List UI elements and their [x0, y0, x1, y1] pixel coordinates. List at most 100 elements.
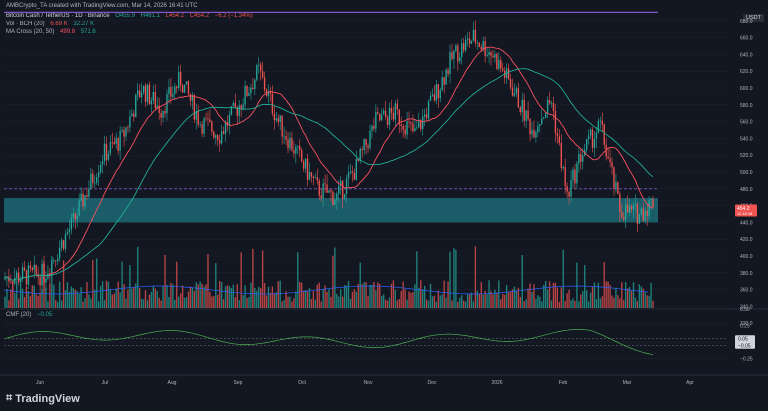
volume-bar — [92, 259, 94, 308]
volume-bar — [463, 300, 465, 308]
volume-bar — [220, 281, 223, 308]
volume-bar — [472, 301, 475, 308]
candle-body — [31, 267, 33, 270]
candle-body — [195, 111, 197, 120]
candle-body — [599, 120, 602, 122]
volume-bar — [23, 297, 26, 308]
candle-body — [609, 158, 611, 163]
candle-body — [455, 45, 457, 51]
volume-bar — [502, 293, 504, 308]
price-tick-label: 440.0 — [740, 220, 753, 226]
volume-bar — [16, 280, 18, 308]
cmf-marker-box — [735, 335, 755, 343]
candle-body — [379, 113, 381, 121]
cmf-tick-label: −0.25 — [740, 357, 753, 363]
volume-bar — [246, 298, 248, 308]
volume-bar — [273, 293, 276, 308]
volume-bar — [609, 284, 611, 308]
candle-body — [531, 130, 533, 135]
candle-body — [431, 94, 434, 96]
volume-legend[interactable]: Vol · BCH (20) 6.69 K 32.27 K — [6, 21, 98, 27]
candle-body — [242, 104, 244, 109]
candle-body — [263, 77, 266, 90]
volume-bar — [224, 286, 227, 308]
price-tick-label: 520.0 — [740, 153, 753, 159]
price-tick-label: 500.0 — [740, 170, 753, 176]
volume-bar — [539, 296, 541, 308]
candle-body — [56, 258, 59, 261]
volume-bar — [605, 281, 607, 308]
candle-body — [92, 173, 94, 184]
volume-bar — [207, 253, 209, 308]
cmf-legend[interactable]: CMF (20) −0.05 — [6, 312, 56, 318]
candle-body — [574, 169, 576, 184]
volume-bar — [127, 289, 129, 308]
ma-cross-label: MA Cross (20, 50) — [6, 29, 55, 35]
candle-body — [119, 130, 121, 151]
volume-bar — [507, 292, 510, 308]
volume-bar — [336, 293, 338, 308]
candle-body — [219, 140, 221, 144]
volume-bar — [232, 284, 235, 308]
volume-bar — [630, 290, 633, 308]
volume-bar — [556, 287, 559, 308]
volume-bar — [613, 297, 615, 308]
candle-body — [482, 41, 484, 50]
candle-body — [412, 123, 414, 132]
volume-bar — [601, 296, 603, 308]
volume-bar — [164, 254, 166, 308]
candle-body — [330, 190, 332, 192]
candle-body — [560, 143, 562, 169]
candle-body — [41, 263, 43, 286]
volume-bar — [125, 298, 127, 308]
candle-body — [525, 110, 527, 121]
volume-bar — [312, 291, 315, 308]
volume-bar — [480, 282, 482, 308]
candle-body — [308, 172, 311, 180]
candle-body — [650, 198, 652, 201]
candle-body — [488, 52, 490, 55]
candle-body — [19, 279, 22, 282]
volume-bar — [105, 280, 108, 308]
candle-body — [277, 118, 279, 122]
candle-body — [441, 77, 443, 91]
volume-bar — [275, 292, 277, 308]
symbol-line[interactable]: Bitcoin Cash / TetherUS · 1D · Binance O… — [6, 13, 257, 19]
volume-bar — [203, 286, 205, 308]
candle-body — [170, 87, 172, 97]
candle-body — [162, 110, 164, 118]
candle-body — [246, 85, 248, 96]
volume-bar — [562, 249, 564, 308]
candle-body — [113, 142, 115, 144]
volume-bar — [435, 301, 438, 308]
candle-body — [228, 114, 231, 126]
volume-bar — [84, 297, 86, 308]
candle-body — [84, 195, 86, 207]
volume-bar — [137, 246, 139, 308]
candle-body — [88, 188, 90, 197]
volume-bar — [490, 291, 492, 308]
symbol-title[interactable]: Bitcoin Cash / TetherUS · 1D · Binance — [6, 13, 110, 19]
ma-cross-legend[interactable]: MA Cross (20, 50) 499.8 571.6 — [6, 29, 100, 35]
volume-bar — [263, 283, 266, 308]
candle-body — [183, 84, 186, 93]
volume-bar — [62, 260, 65, 308]
candle-body — [226, 121, 229, 126]
volume-bar — [211, 296, 213, 308]
currency-badge[interactable]: USDT — [743, 14, 764, 22]
candle-body — [511, 87, 514, 96]
volume-bar — [580, 294, 582, 308]
volume-bar — [533, 284, 535, 308]
price-tick-label: 540.0 — [740, 136, 753, 142]
candle-body — [269, 91, 272, 94]
candle-body — [636, 203, 639, 224]
price-tick-label: 620.0 — [740, 69, 753, 75]
volume-bar — [277, 281, 279, 308]
volume-bar — [505, 285, 508, 308]
tradingview-logo[interactable]: ⌗ TradingView — [6, 392, 80, 405]
volume-bar — [58, 281, 61, 308]
candle-body — [392, 112, 395, 120]
candle-body — [420, 120, 422, 129]
candle-body — [150, 100, 153, 105]
